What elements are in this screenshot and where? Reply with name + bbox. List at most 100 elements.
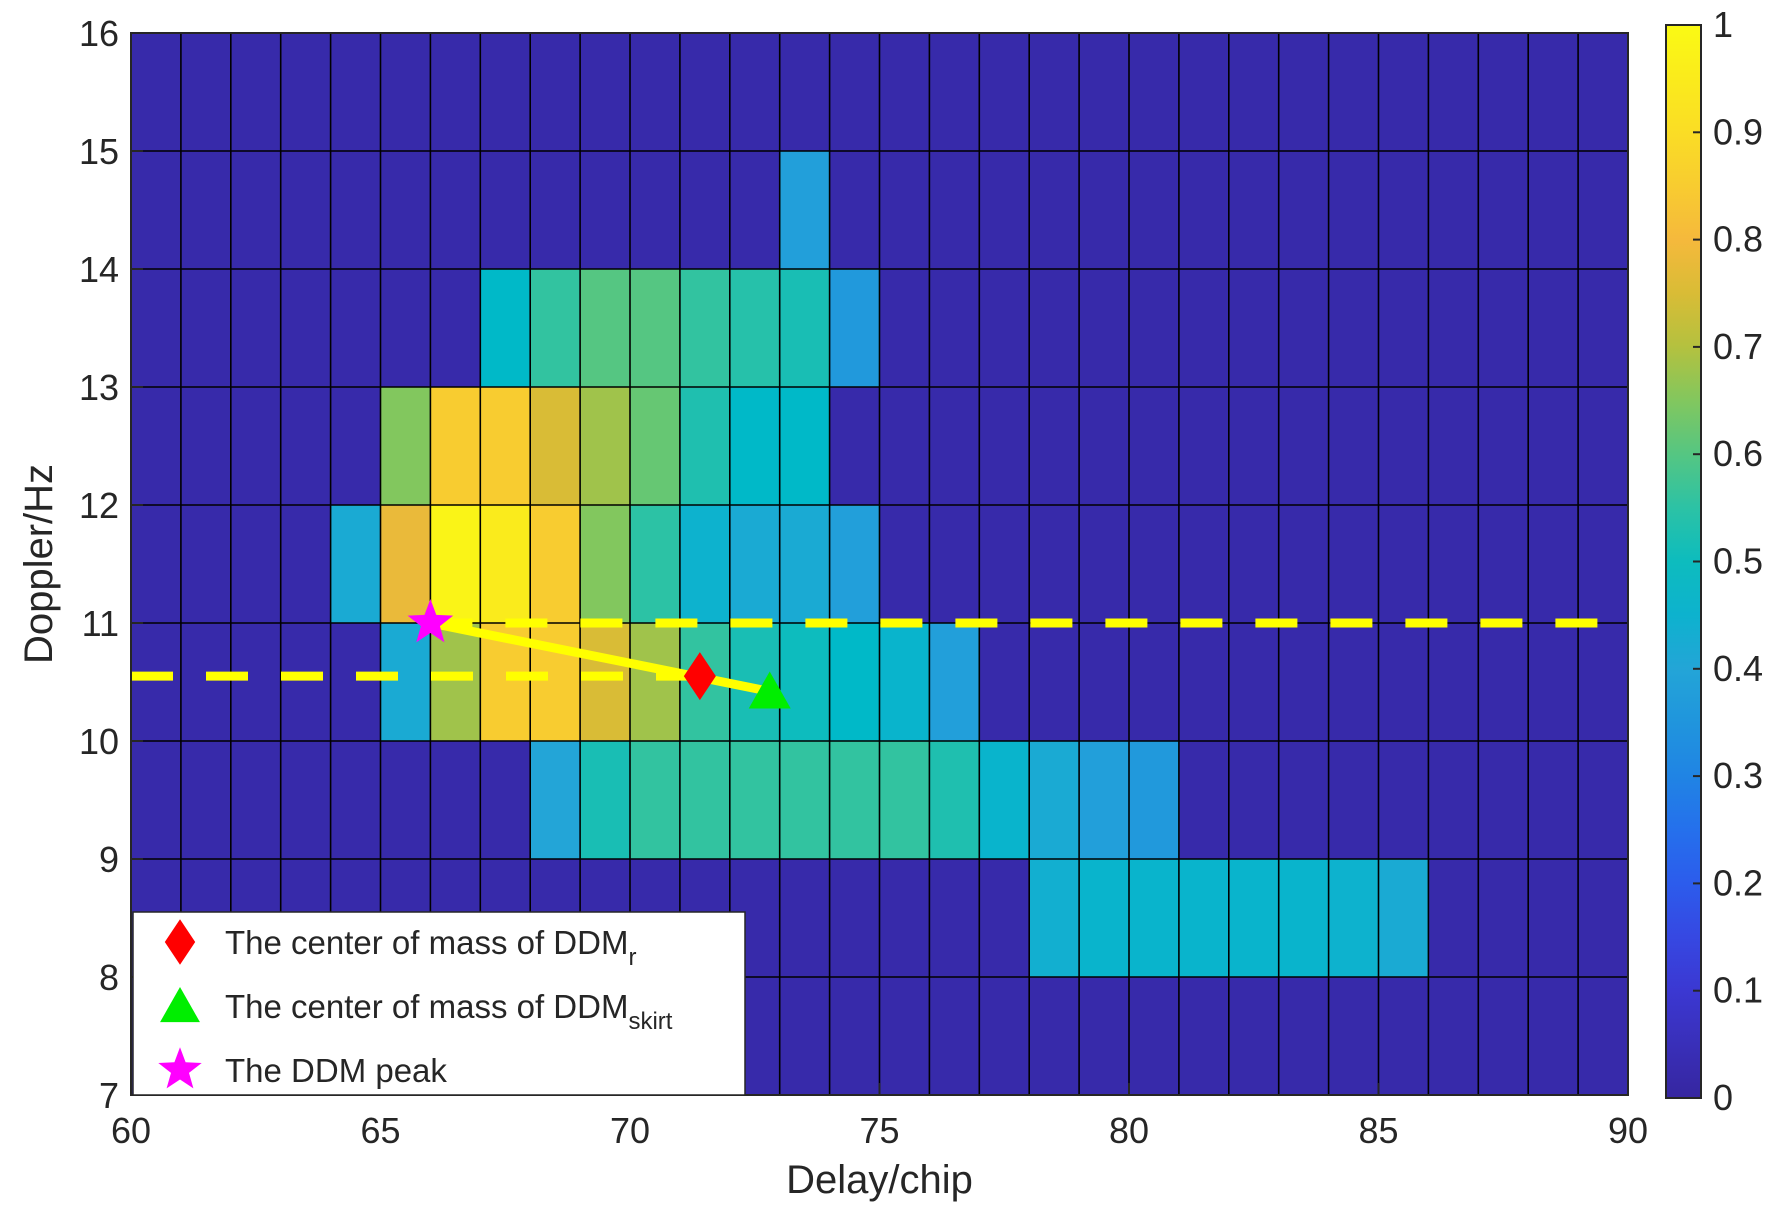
heatmap-cell <box>131 387 181 505</box>
heatmap-cell <box>829 623 880 741</box>
heatmap-cell <box>1378 387 1429 505</box>
heatmap-cell <box>1129 269 1179 387</box>
heatmap-cell <box>729 151 780 269</box>
heatmap-cell <box>779 977 830 1095</box>
heatmap-cell <box>480 269 531 387</box>
heatmap-cell <box>829 269 880 387</box>
heatmap-cell <box>1328 33 1379 151</box>
y-tick-label: 16 <box>79 13 119 54</box>
heatmap-cell <box>829 151 880 269</box>
heatmap-cell <box>1278 859 1329 977</box>
heatmap-cell <box>1328 859 1379 977</box>
heatmap-cell <box>1129 151 1179 269</box>
heatmap-cell <box>1228 151 1279 269</box>
heatmap-cell <box>1029 505 1080 623</box>
heatmap-cell <box>1178 151 1229 269</box>
heatmap-cell <box>1328 151 1379 269</box>
x-tick-label: 80 <box>1109 1110 1149 1151</box>
colorbar-tick-label: 0.5 <box>1713 541 1763 582</box>
heatmap-cell <box>1478 33 1529 151</box>
heatmap-cell <box>430 623 481 741</box>
heatmap-cell <box>280 741 331 859</box>
heatmap-cell <box>779 859 830 977</box>
heatmap-cell <box>630 387 680 505</box>
heatmap-cell <box>230 33 281 151</box>
heatmap-cell <box>380 505 431 623</box>
colorbar-tick-label: 0.8 <box>1713 219 1763 260</box>
heatmap-cell <box>1578 151 1628 269</box>
x-tick-label: 60 <box>111 1110 151 1151</box>
heatmap-cell <box>979 623 1030 741</box>
heatmap-cell <box>180 623 231 741</box>
heatmap-cell <box>679 151 730 269</box>
colorbar-tick-label: 0.2 <box>1713 862 1763 903</box>
heatmap-cell <box>979 387 1030 505</box>
heatmap-cell <box>1278 269 1329 387</box>
heatmap-cell <box>879 977 930 1095</box>
heatmap-cell <box>1428 859 1479 977</box>
heatmap-cell <box>679 33 730 151</box>
legend-item-ddm-peak: The DDM peak <box>158 1047 447 1089</box>
heatmap-cell <box>280 33 331 151</box>
heatmap-cell <box>180 269 231 387</box>
heatmap-cell <box>979 151 1030 269</box>
heatmap-cell <box>430 387 481 505</box>
x-tick-label: 85 <box>1358 1110 1398 1151</box>
x-axis-label: Delay/chip <box>786 1158 973 1202</box>
heatmap-cell <box>180 33 231 151</box>
heatmap-cell <box>1478 387 1529 505</box>
heatmap-cell <box>729 741 780 859</box>
legend-box <box>132 911 746 1096</box>
x-tick-label: 75 <box>859 1110 899 1151</box>
heatmap-cell <box>1129 387 1179 505</box>
legend-label: The DDM peak <box>225 1052 447 1089</box>
heatmap-cell <box>1478 269 1529 387</box>
heatmap-cell <box>829 741 880 859</box>
heatmap-cell <box>280 505 331 623</box>
heatmap-cell <box>480 505 531 623</box>
heatmap-cell <box>929 269 980 387</box>
heatmap-cell <box>1079 741 1129 859</box>
heatmap-cell <box>1079 859 1129 977</box>
heatmap-cell <box>380 151 431 269</box>
heatmap-cell <box>380 741 431 859</box>
heatmap-cell <box>1228 741 1279 859</box>
heatmap-cell <box>1428 623 1479 741</box>
heatmap-cell <box>1378 977 1429 1095</box>
heatmap-cell <box>280 151 331 269</box>
heatmap-cell <box>1428 151 1479 269</box>
heatmap-cell <box>779 623 830 741</box>
y-tick-label: 13 <box>79 367 119 408</box>
heatmap-cell <box>779 741 830 859</box>
heatmap-cell <box>1378 505 1429 623</box>
heatmap-cell <box>929 387 980 505</box>
y-tick-label: 7 <box>99 1075 119 1116</box>
heatmap-cell <box>1278 387 1329 505</box>
heatmap-cell <box>280 387 331 505</box>
heatmap-cell <box>1228 387 1279 505</box>
heatmap-cell <box>1228 623 1279 741</box>
heatmap-cell <box>1079 977 1129 1095</box>
heatmap-cell <box>1428 741 1479 859</box>
heatmap-cell <box>1178 269 1229 387</box>
heatmap-cell <box>1278 151 1329 269</box>
heatmap-cell <box>879 33 930 151</box>
colorbar-tick-label: 0.7 <box>1713 326 1763 367</box>
heatmap-cell <box>929 33 980 151</box>
heatmap-cell <box>1178 387 1229 505</box>
heatmap-cell <box>131 151 181 269</box>
y-tick-label: 14 <box>79 249 119 290</box>
colorbar-tick-label: 0.3 <box>1713 755 1763 796</box>
heatmap-cell <box>1079 623 1129 741</box>
x-tick-label: 65 <box>360 1110 400 1151</box>
heatmap-cell <box>630 33 680 151</box>
colorbar-tick-label: 0.4 <box>1713 648 1763 689</box>
heatmap-cell <box>1378 859 1429 977</box>
heatmap-cell <box>1278 33 1329 151</box>
heatmap-cell <box>630 623 680 741</box>
heatmap-cell <box>1228 505 1279 623</box>
y-tick-label: 9 <box>99 839 119 880</box>
heatmap-cell <box>1029 269 1080 387</box>
